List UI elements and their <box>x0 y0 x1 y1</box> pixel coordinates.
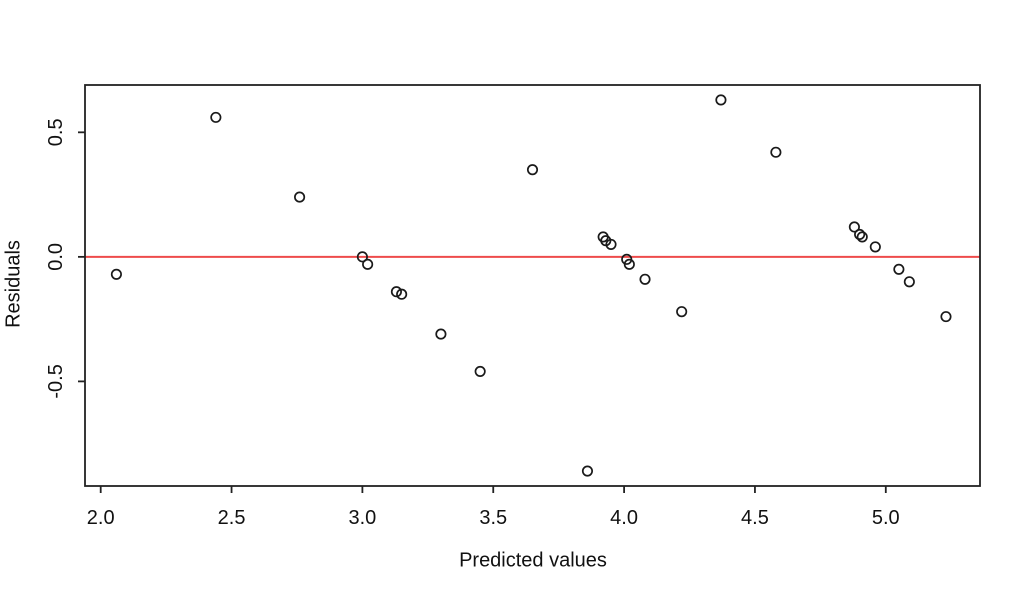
data-point <box>396 288 408 300</box>
x-tick-label: 2.0 <box>87 507 115 529</box>
x-axis-label: Predicted values <box>459 549 607 572</box>
data-point <box>676 306 688 318</box>
data-point <box>435 328 447 340</box>
x-tick-label: 3.5 <box>479 507 507 529</box>
y-tick-label: -0.5 <box>45 364 67 398</box>
data-point <box>390 286 402 298</box>
x-tick-label: 2.5 <box>218 507 246 529</box>
data-point <box>856 231 868 243</box>
data-point <box>210 111 222 123</box>
data-point <box>715 94 727 106</box>
data-point <box>294 191 306 203</box>
data-point <box>940 311 952 323</box>
data-point <box>362 258 374 270</box>
data-point <box>605 238 617 250</box>
data-point <box>110 268 122 280</box>
data-point <box>770 146 782 158</box>
data-point <box>474 365 486 377</box>
data-point <box>639 273 651 285</box>
y-tick-label: 0.0 <box>45 243 67 271</box>
x-tick-label: 4.0 <box>610 507 638 529</box>
data-point <box>526 164 539 176</box>
x-tick-label: 4.5 <box>741 507 769 529</box>
data-point <box>356 251 368 263</box>
data-point <box>903 276 915 288</box>
x-tick-label: 5.0 <box>872 507 900 529</box>
data-point <box>854 228 866 240</box>
y-axis-label: Residuals <box>2 240 25 328</box>
plot-frame <box>84 84 981 487</box>
data-point <box>869 241 881 253</box>
data-point <box>848 221 860 233</box>
data-point <box>581 465 594 477</box>
data-point <box>893 263 905 275</box>
data-point <box>623 258 635 270</box>
y-tick-label: 0.5 <box>45 118 67 146</box>
x-tick-label: 3.0 <box>348 507 376 529</box>
